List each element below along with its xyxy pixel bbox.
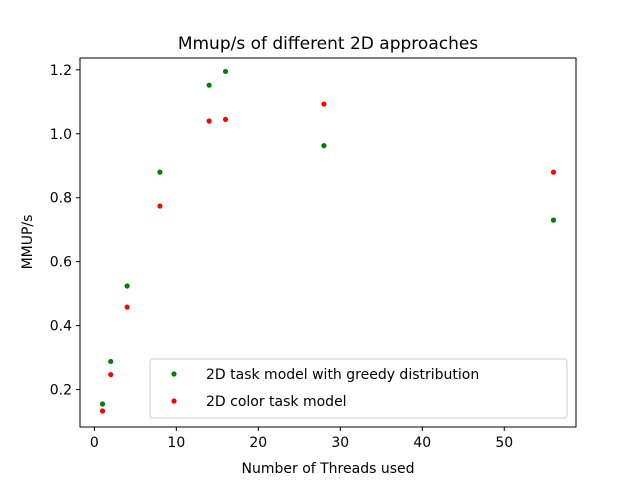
point-series1-3 xyxy=(157,203,163,209)
axis-ticks: 0 10 20 30 40 50 0.2 0.4 0.6 0.8 1.0 1.2 xyxy=(50,63,513,451)
point-series1-1 xyxy=(108,371,114,378)
y-tick-label-5: 1.2 xyxy=(50,63,72,79)
x-tick-label-3: 30 xyxy=(331,435,349,451)
point-series0-5 xyxy=(222,68,229,75)
legend-marker-color xyxy=(171,398,177,404)
legend-marker-greedy xyxy=(171,371,177,377)
point-series0-7 xyxy=(550,217,557,223)
legend-box xyxy=(149,358,568,419)
x-axis-label: Number of Threads used xyxy=(242,461,415,477)
x-tick-label-2: 20 xyxy=(249,435,267,451)
y-tick-label-3: 0.8 xyxy=(50,191,72,207)
point-series1-4 xyxy=(206,118,212,124)
y-tick-label-4: 1.0 xyxy=(50,127,72,143)
legend-label-greedy: 2D task model with greedy distribution xyxy=(206,367,479,383)
point-series1-0 xyxy=(99,408,106,414)
x-tick-label-1: 10 xyxy=(167,435,185,451)
legend-label-color: 2D color task model xyxy=(206,394,347,410)
point-series0-6 xyxy=(321,143,327,149)
y-tick-label-1: 0.4 xyxy=(50,319,72,335)
plot-marks xyxy=(99,68,557,414)
x-tick-label-0: 0 xyxy=(90,435,99,451)
x-tick-label-5: 50 xyxy=(495,435,513,451)
point-series0-4 xyxy=(206,82,212,88)
point-series0-2 xyxy=(124,283,130,289)
y-tick-label-0: 0.2 xyxy=(50,383,72,399)
legend: 2D task model with greedy distribution 2… xyxy=(149,358,568,419)
point-series0-0 xyxy=(99,401,106,407)
y-axis-label: MMUP/s xyxy=(20,215,36,270)
point-series1-6 xyxy=(321,101,327,107)
point-series1-2 xyxy=(124,304,130,310)
point-series0-1 xyxy=(108,358,114,365)
plot-frame xyxy=(79,57,577,428)
point-series1-5 xyxy=(222,116,229,122)
chart-title: Mmup/s of different 2D approaches xyxy=(178,34,478,54)
point-series1-7 xyxy=(550,169,557,175)
point-series0-3 xyxy=(157,169,163,175)
x-tick-label-4: 40 xyxy=(413,435,431,451)
y-tick-label-2: 0.6 xyxy=(50,255,72,271)
